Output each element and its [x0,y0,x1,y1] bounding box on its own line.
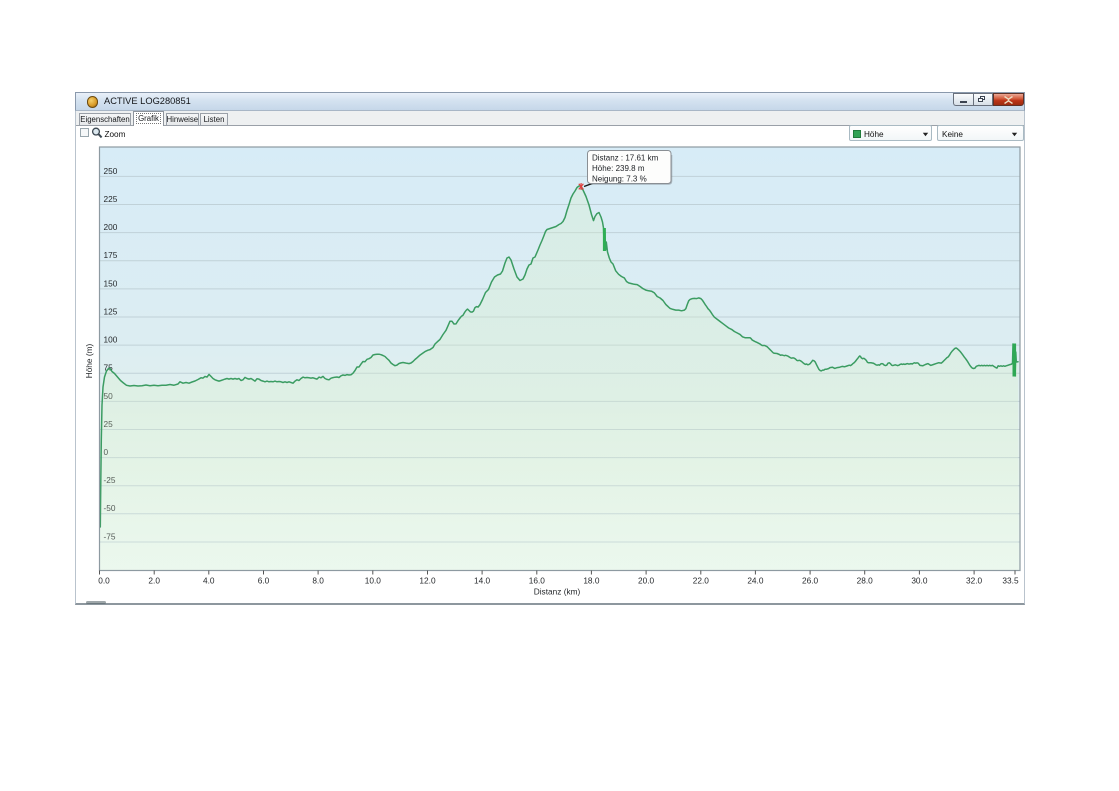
svg-text:24.0: 24.0 [747,576,764,586]
svg-text:30.0: 30.0 [911,576,928,586]
svg-text:250: 250 [104,166,118,176]
svg-text:200: 200 [104,222,118,232]
svg-text:14.0: 14.0 [474,576,491,586]
svg-text:2.0: 2.0 [148,576,160,586]
svg-text:100: 100 [104,335,118,345]
svg-text:Distanz : 17.61 km: Distanz : 17.61 km [592,154,659,163]
svg-text:150: 150 [104,278,118,288]
svg-text:Neigung: 7.3 %: Neigung: 7.3 % [592,175,647,184]
svg-text:12.0: 12.0 [419,576,436,586]
svg-text:32.0: 32.0 [966,576,983,586]
svg-text:22.0: 22.0 [693,576,710,586]
svg-text:6.0: 6.0 [258,576,270,586]
svg-text:20.0: 20.0 [638,576,655,586]
svg-text:Höhe (m): Höhe (m) [84,343,94,378]
svg-text:0.0: 0.0 [98,576,110,586]
svg-text:225: 225 [104,194,118,204]
svg-text:4.0: 4.0 [203,576,215,586]
svg-text:Höhe: 239.8 m: Höhe: 239.8 m [592,164,645,173]
svg-text:18.0: 18.0 [583,576,600,586]
svg-text:75: 75 [104,363,114,373]
svg-text:16.0: 16.0 [529,576,546,586]
svg-text:33.5: 33.5 [1002,576,1019,586]
svg-text:125: 125 [104,306,118,316]
svg-text:26.0: 26.0 [802,576,819,586]
svg-text:8.0: 8.0 [312,576,324,586]
svg-text:10.0: 10.0 [365,576,382,586]
svg-text:175: 175 [104,250,118,260]
svg-text:28.0: 28.0 [857,576,874,586]
svg-text:Distanz (km): Distanz (km) [534,587,581,597]
